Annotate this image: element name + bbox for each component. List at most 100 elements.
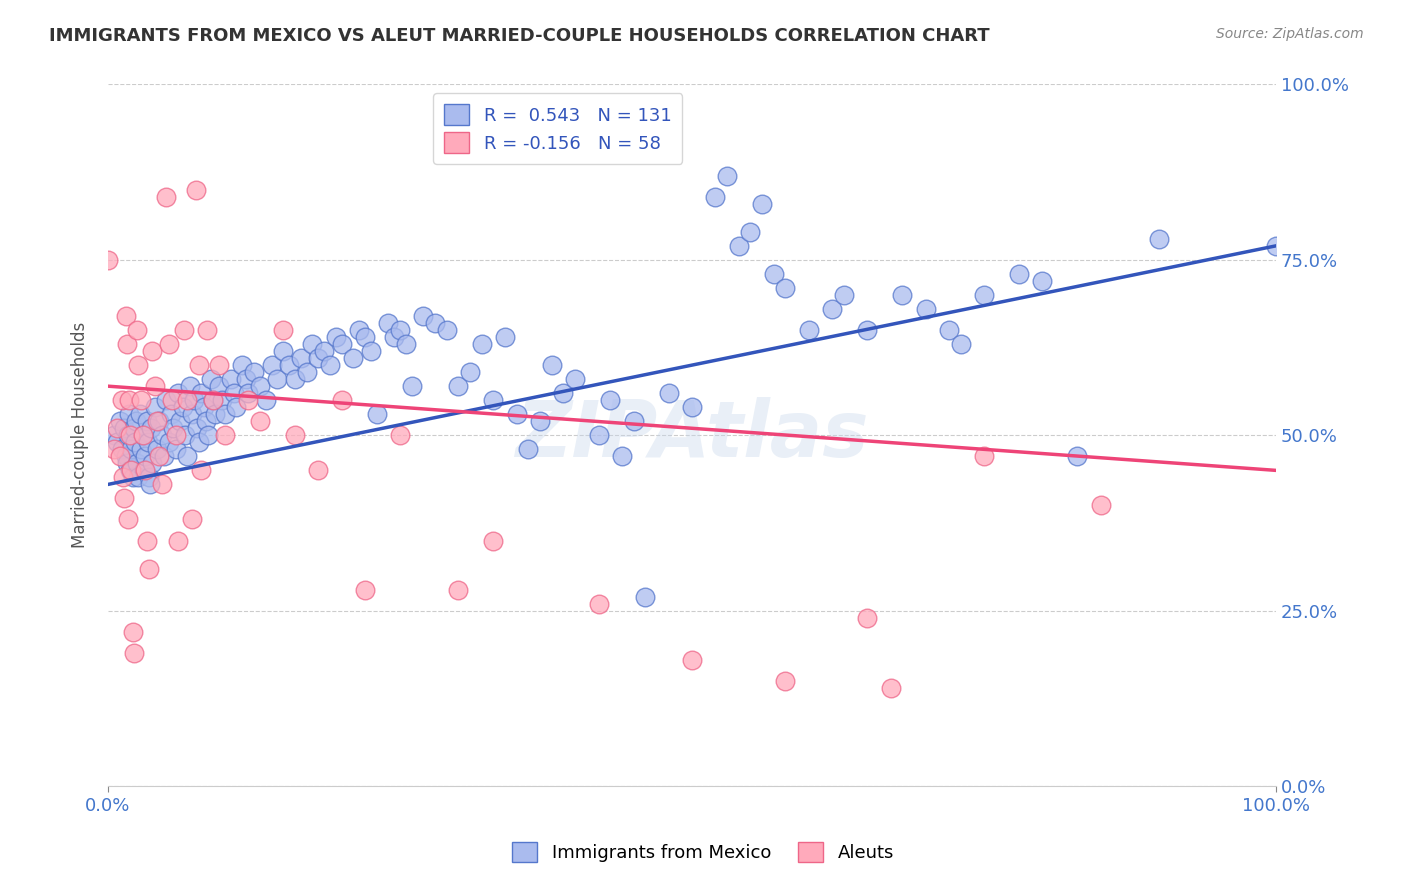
Point	[202, 393, 225, 408]
Point	[482, 393, 505, 408]
Point	[319, 358, 342, 372]
Point	[183, 393, 205, 408]
Point	[219, 372, 242, 386]
Point	[599, 393, 621, 408]
Point	[134, 463, 156, 477]
Point	[181, 407, 204, 421]
Point	[395, 337, 418, 351]
Point	[494, 330, 516, 344]
Point	[553, 386, 575, 401]
Point	[172, 401, 194, 415]
Point	[347, 323, 370, 337]
Point	[134, 450, 156, 464]
Point	[103, 442, 125, 457]
Point	[167, 533, 190, 548]
Point	[1031, 274, 1053, 288]
Point	[195, 414, 218, 428]
Point	[506, 407, 529, 421]
Point	[856, 323, 879, 337]
Point	[704, 190, 727, 204]
Point	[312, 344, 335, 359]
Point	[254, 393, 277, 408]
Point	[181, 512, 204, 526]
Point	[176, 393, 198, 408]
Point	[330, 337, 353, 351]
Point	[412, 309, 434, 323]
Point	[111, 393, 134, 408]
Point	[891, 288, 914, 302]
Point	[224, 386, 246, 401]
Point	[740, 225, 762, 239]
Point	[114, 309, 136, 323]
Point	[122, 421, 145, 435]
Point	[193, 401, 215, 415]
Point	[132, 428, 155, 442]
Point	[111, 442, 134, 457]
Point	[366, 407, 388, 421]
Point	[208, 358, 231, 372]
Point	[141, 456, 163, 470]
Point	[118, 393, 141, 408]
Point	[124, 435, 146, 450]
Point	[879, 681, 901, 695]
Point	[938, 323, 960, 337]
Point	[184, 183, 207, 197]
Point	[382, 330, 405, 344]
Point	[121, 624, 143, 639]
Point	[136, 435, 159, 450]
Point	[271, 323, 294, 337]
Point	[197, 428, 219, 442]
Point	[249, 414, 271, 428]
Point	[157, 435, 180, 450]
Point	[112, 470, 135, 484]
Point	[160, 407, 183, 421]
Point	[278, 358, 301, 372]
Point	[115, 456, 138, 470]
Point	[1066, 450, 1088, 464]
Point	[225, 401, 247, 415]
Point	[97, 252, 120, 267]
Point	[122, 646, 145, 660]
Point	[108, 414, 131, 428]
Point	[118, 407, 141, 421]
Point	[231, 358, 253, 372]
Point	[325, 330, 347, 344]
Point	[307, 351, 329, 365]
Legend: R =  0.543   N = 131, R = -0.156   N = 58: R = 0.543 N = 131, R = -0.156 N = 58	[433, 94, 682, 164]
Point	[129, 442, 152, 457]
Point	[271, 344, 294, 359]
Point	[295, 365, 318, 379]
Point	[165, 428, 187, 442]
Point	[169, 414, 191, 428]
Point	[146, 442, 169, 457]
Point	[716, 169, 738, 183]
Point	[949, 337, 972, 351]
Point	[973, 288, 995, 302]
Point	[127, 358, 149, 372]
Point	[204, 407, 226, 421]
Point	[108, 450, 131, 464]
Point	[447, 582, 470, 597]
Point	[120, 442, 142, 457]
Point	[186, 421, 208, 435]
Point	[135, 414, 157, 428]
Point	[377, 316, 399, 330]
Point	[832, 288, 855, 302]
Point	[301, 337, 323, 351]
Point	[658, 386, 681, 401]
Point	[120, 463, 142, 477]
Point	[751, 196, 773, 211]
Point	[162, 421, 184, 435]
Point	[179, 379, 201, 393]
Point	[447, 379, 470, 393]
Point	[211, 393, 233, 408]
Point	[354, 582, 377, 597]
Point	[973, 450, 995, 464]
Point	[105, 421, 128, 435]
Point	[423, 316, 446, 330]
Point	[775, 281, 797, 295]
Point	[354, 330, 377, 344]
Point	[148, 450, 170, 464]
Point	[681, 653, 703, 667]
Point	[564, 372, 586, 386]
